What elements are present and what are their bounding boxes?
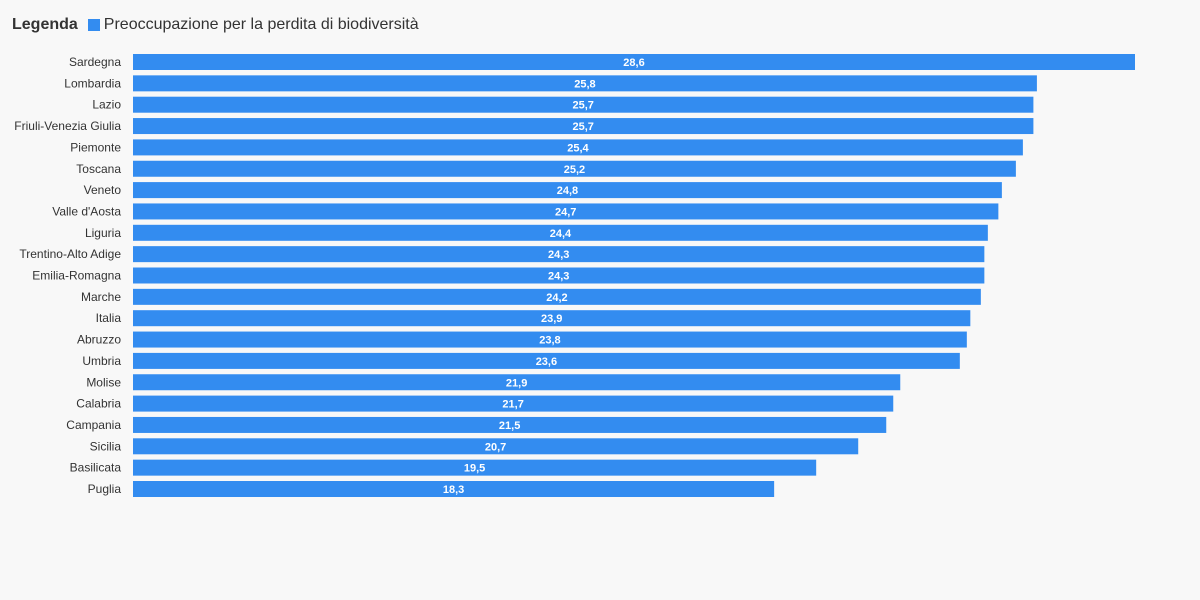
bar-value-label: 23,9 — [541, 313, 562, 325]
category-label: Toscana — [76, 162, 121, 176]
bar[interactable] — [133, 118, 1034, 135]
bar-value-label: 25,7 — [572, 100, 593, 112]
category-label: Trentino-Alto Adige — [19, 247, 121, 261]
bar[interactable] — [133, 267, 985, 284]
bar-value-label: 21,5 — [499, 420, 520, 432]
bar[interactable] — [133, 352, 960, 369]
bar[interactable] — [133, 395, 894, 412]
bar-value-label: 19,5 — [464, 463, 485, 475]
bar-value-label: 23,6 — [536, 356, 557, 368]
category-label: Emilia-Romagna — [32, 269, 121, 283]
category-label: Friuli-Venezia Giulia — [14, 119, 121, 133]
category-label: Umbria — [82, 354, 121, 368]
bar-value-label: 25,4 — [567, 142, 589, 154]
legend-swatch — [87, 19, 100, 31]
bar-value-label: 25,8 — [574, 78, 595, 90]
category-label: Valle d'Aosta — [52, 204, 121, 218]
category-label: Molise — [86, 375, 121, 389]
bar[interactable] — [133, 374, 901, 391]
bar-value-label: 24,8 — [557, 185, 578, 197]
category-label: Piemonte — [70, 140, 121, 154]
category-label: Abruzzo — [77, 333, 121, 347]
category-label: Basilicata — [70, 461, 122, 475]
bar[interactable] — [133, 182, 1002, 199]
bar[interactable] — [133, 288, 981, 305]
bar-value-label: 25,7 — [572, 121, 593, 133]
category-label: Italia — [96, 311, 122, 325]
bar-value-label: 28,6 — [623, 57, 644, 69]
category-label: Lombardia — [64, 76, 121, 90]
bar-value-label: 21,7 — [502, 399, 523, 411]
bar[interactable] — [133, 246, 985, 263]
bar-value-label: 24,7 — [555, 206, 576, 218]
category-label: Liguria — [85, 226, 121, 240]
bar[interactable] — [133, 459, 817, 476]
category-label: Campania — [66, 418, 121, 432]
category-label: Calabria — [76, 397, 121, 411]
category-label: Puglia — [88, 482, 122, 496]
category-label: Sicilia — [90, 439, 122, 453]
bar-value-label: 25,2 — [564, 164, 585, 176]
bar-value-label: 24,3 — [548, 271, 569, 283]
legend: Legenda Preoccupazione per la perdita di… — [12, 14, 419, 36]
bar[interactable] — [133, 96, 1034, 113]
bar[interactable] — [133, 481, 775, 497]
bar[interactable] — [133, 139, 1023, 156]
bar-value-label: 21,9 — [506, 377, 527, 389]
bar[interactable] — [133, 416, 887, 433]
bar[interactable] — [133, 310, 971, 327]
category-label: Veneto — [84, 183, 122, 197]
category-label: Lazio — [92, 98, 121, 112]
legend-title: Legenda — [12, 16, 78, 33]
category-label: Sardegna — [69, 55, 121, 69]
bar[interactable] — [133, 160, 1016, 177]
category-label: Marche — [81, 290, 121, 304]
bar[interactable] — [133, 203, 999, 220]
bar[interactable] — [133, 331, 967, 348]
bar-value-label: 18,3 — [443, 484, 464, 496]
bar[interactable] — [133, 75, 1037, 92]
bar[interactable] — [133, 224, 988, 241]
bar-value-label: 24,2 — [546, 292, 567, 304]
bar-value-label: 24,3 — [548, 249, 569, 261]
bar-value-label: 20,7 — [485, 441, 506, 453]
bar-value-label: 24,4 — [550, 228, 572, 240]
bar-value-label: 23,8 — [539, 335, 560, 347]
legend-series-label: Preoccupazione per la perdita di biodive… — [103, 16, 419, 33]
bar[interactable] — [133, 54, 1135, 70]
bar[interactable] — [133, 438, 859, 455]
